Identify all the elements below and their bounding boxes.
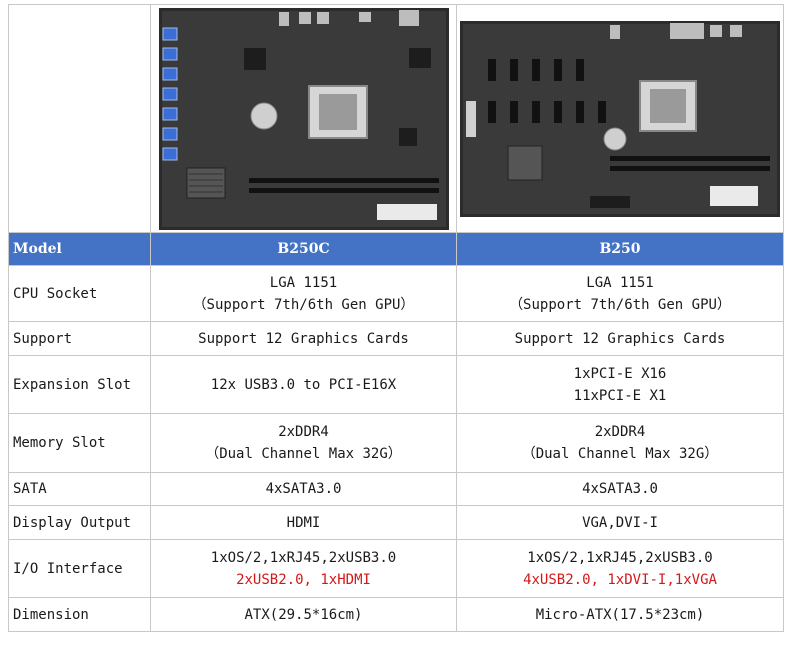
cell-b250: VGA,DVI-I	[456, 505, 784, 540]
cell-line: 4xSATA3.0	[582, 481, 658, 497]
table-row: Dimension ATX(29.5*16cm) Micro-ATX(17.5*…	[8, 597, 784, 632]
row-label: Display Output	[8, 505, 151, 540]
table-row: Expansion Slot 12x USB3.0 to PCI-E16X 1x…	[8, 355, 784, 414]
cell-line: Support 12 Graphics Cards	[514, 330, 726, 347]
cell-line: LGA 1151	[269, 274, 338, 291]
table-row: SATA 4xSATA3.0 4xSATA3.0	[8, 472, 784, 506]
cell-line: （Dual Channel Max 32G）	[521, 446, 719, 462]
table-row: CPU Socket LGA 1151 （Support 7th/6th Gen…	[8, 265, 784, 322]
cell-b250c: 1xOS/2,1xRJ45,2xUSB3.0 2xUSB2.0, 1xHDMI	[150, 539, 457, 598]
cell-line: 4xSATA3.0	[265, 481, 342, 497]
row-label: I/O Interface	[8, 539, 151, 598]
row-label: SATA	[8, 472, 151, 506]
cell-b250c: 4xSATA3.0	[150, 472, 457, 506]
cell-line: Support 12 Graphics Cards	[198, 330, 409, 347]
header-label: Model	[8, 232, 151, 266]
cell-line: 1xOS/2,1xRJ45,2xUSB3.0	[210, 549, 397, 566]
cell-line: VGA,DVI-I	[582, 514, 658, 531]
cell-b250: 1xPCI-E X16 11xPCI-E X1	[456, 355, 784, 414]
header-model-b250c: B250C	[150, 232, 457, 266]
table-row: Display Output HDMI VGA,DVI-I	[8, 505, 784, 540]
cell-b250c: Support 12 Graphics Cards	[150, 321, 457, 356]
cell-line-highlight: 2xUSB2.0, 1xHDMI	[236, 571, 371, 588]
motherboard-b250c-image	[158, 7, 449, 230]
table-row: Memory Slot 2xDDR4 （Dual Channel Max 32G…	[8, 413, 784, 473]
cell-line: 12x USB3.0 to PCI-E16X	[210, 376, 397, 393]
cell-b250: LGA 1151 （Support 7th/6th Gen GPU）	[456, 265, 784, 322]
cell-line: LGA 1151	[586, 274, 654, 291]
cell-line: （Support 7th/6th Gen GPU）	[509, 296, 731, 313]
cell-b250: 1xOS/2,1xRJ45,2xUSB3.0 4xUSB2.0, 1xDVI-I…	[456, 539, 784, 598]
cell-line: 11xPCI-E X1	[573, 387, 667, 404]
table-row: Support Support 12 Graphics Cards Suppor…	[8, 321, 784, 356]
row-label: Support	[8, 321, 151, 356]
cell-b250: Micro-ATX(17.5*23cm)	[456, 597, 784, 632]
cell-line: 1xPCI-E X16	[573, 365, 667, 382]
cell-b250c: HDMI	[150, 505, 457, 540]
spec-table: Model B250C B250 CPU Socket LGA 1151 （Su…	[8, 4, 784, 632]
board-image-cell-b250	[456, 4, 784, 233]
cell-line: ATX(29.5*16cm)	[244, 606, 363, 623]
cell-b250c: ATX(29.5*16cm)	[150, 597, 457, 632]
cell-b250c: 2xDDR4 （Dual Channel Max 32G）	[150, 413, 457, 473]
image-corner-cell	[8, 4, 151, 233]
cell-b250c: LGA 1151 （Support 7th/6th Gen GPU）	[150, 265, 457, 322]
table-row: I/O Interface 1xOS/2,1xRJ45,2xUSB3.0 2xU…	[8, 539, 784, 598]
image-row	[8, 4, 784, 233]
cell-line: Micro-ATX(17.5*23cm)	[535, 606, 705, 623]
cell-line: 2xDDR4	[594, 424, 646, 440]
cell-b250: 4xSATA3.0	[456, 472, 784, 506]
row-label: CPU Socket	[8, 265, 151, 322]
board-image-cell-b250c	[150, 4, 457, 233]
cell-line: （Dual Channel Max 32G）	[205, 446, 402, 462]
header-row: Model B250C B250	[8, 232, 784, 266]
cell-line: 1xOS/2,1xRJ45,2xUSB3.0	[527, 549, 713, 566]
cell-line: HDMI	[286, 514, 321, 531]
row-label: Dimension	[8, 597, 151, 632]
row-label: Memory Slot	[8, 413, 151, 473]
header-model-b250: B250	[456, 232, 784, 266]
row-label: Expansion Slot	[8, 355, 151, 414]
cell-line: （Support 7th/6th Gen GPU）	[192, 296, 415, 313]
cell-b250c: 12x USB3.0 to PCI-E16X	[150, 355, 457, 414]
cell-line-highlight: 4xUSB2.0, 1xDVI-I,1xVGA	[523, 571, 717, 588]
cell-line: 2xDDR4	[278, 424, 329, 440]
cell-b250: 2xDDR4 （Dual Channel Max 32G）	[456, 413, 784, 473]
cell-b250: Support 12 Graphics Cards	[456, 321, 784, 356]
motherboard-b250-image	[460, 20, 780, 217]
